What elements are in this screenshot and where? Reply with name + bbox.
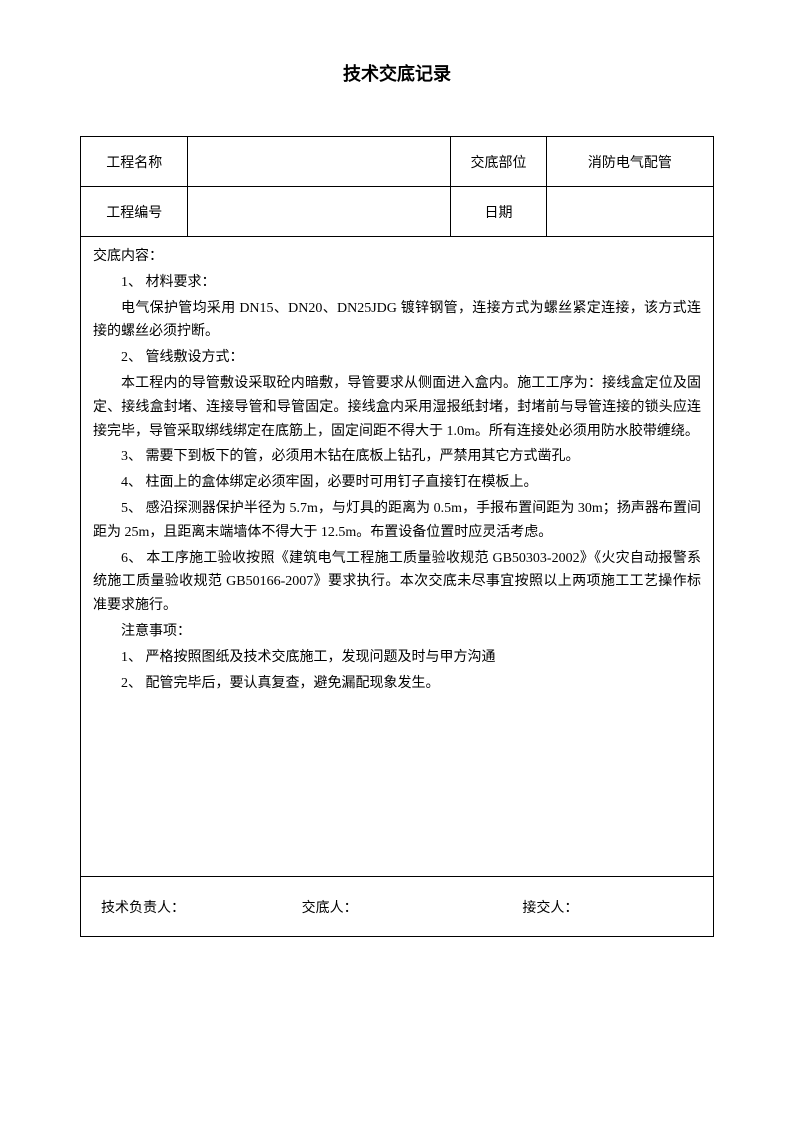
notice1: 1、 严格按照图纸及技术交底施工，发现问题及时与甲方沟通: [93, 646, 701, 670]
briefer-label: 交底人：: [272, 897, 473, 917]
content-heading: 交底内容：: [93, 245, 701, 269]
header-row-2: 工程编号 日期: [81, 187, 714, 237]
item2-title: 2、 管线敷设方式：: [93, 346, 701, 370]
content-cell: 交底内容： 1、 材料要求： 电气保护管均采用 DN15、DN20、DN25JD…: [81, 237, 714, 877]
item1-title: 1、 材料要求：: [93, 271, 701, 295]
project-number-value: [188, 187, 451, 237]
date-value: [546, 187, 713, 237]
footer-inner: 技术负责人： 交底人： 接交人：: [81, 897, 713, 917]
content-row: 交底内容： 1、 材料要求： 电气保护管均采用 DN15、DN20、DN25JD…: [81, 237, 714, 877]
header-row-1: 工程名称 交底部位 消防电气配管: [81, 137, 714, 187]
tech-lead-label: 技术负责人：: [101, 897, 272, 917]
item6: 6、 本工序施工验收按照《建筑电气工程施工质量验收规范 GB50303-2002…: [93, 547, 701, 618]
briefing-part-label: 交底部位: [451, 137, 547, 187]
item5: 5、 感沿探测器保护半径为 5.7m，与灯具的距离为 0.5m，手报布置间距为 …: [93, 497, 701, 545]
project-number-label: 工程编号: [81, 187, 188, 237]
item4: 4、 柱面上的盒体绑定必须牢固，必要时可用钉子直接钉在模板上。: [93, 471, 701, 495]
footer-row: 技术负责人： 交底人： 接交人：: [81, 877, 714, 937]
project-name-value: [188, 137, 451, 187]
receiver-label: 接交人：: [472, 897, 693, 917]
record-table: 工程名称 交底部位 消防电气配管 工程编号 日期 交底内容： 1、 材料要求： …: [80, 136, 714, 937]
footer-cell: 技术负责人： 交底人： 接交人：: [81, 877, 714, 937]
notice-title: 注意事项：: [93, 620, 701, 644]
project-name-label: 工程名称: [81, 137, 188, 187]
item3: 3、 需要下到板下的管，必须用木钻在底板上钻孔，严禁用其它方式凿孔。: [93, 445, 701, 469]
item2-body: 本工程内的导管敷设采取砼内暗敷，导管要求从侧面进入盒内。施工工序为：接线盒定位及…: [93, 372, 701, 443]
document-title: 技术交底记录: [80, 60, 714, 86]
briefing-part-value: 消防电气配管: [546, 137, 713, 187]
date-label: 日期: [451, 187, 547, 237]
notice2: 2、 配管完毕后，要认真复查，避免漏配现象发生。: [93, 672, 701, 696]
item1-body: 电气保护管均采用 DN15、DN20、DN25JDG 镀锌钢管，连接方式为螺丝紧…: [93, 297, 701, 345]
